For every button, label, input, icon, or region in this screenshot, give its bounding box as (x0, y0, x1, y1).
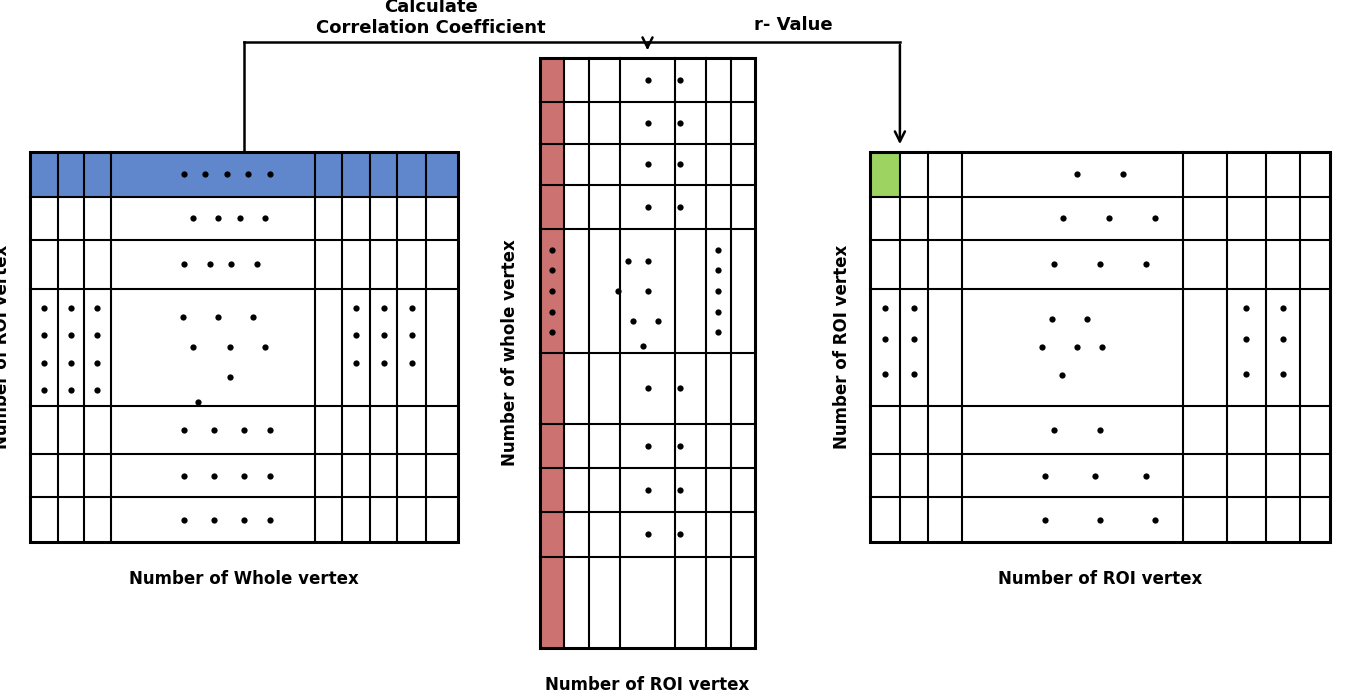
Text: Number of ROI vertex: Number of ROI vertex (833, 245, 850, 449)
Bar (541, 58, 564, 648)
Bar (30, 152, 459, 197)
Bar (541, 58, 755, 648)
Text: Number of ROI vertex: Number of ROI vertex (998, 570, 1203, 588)
Text: Number of ROI vertex: Number of ROI vertex (0, 245, 11, 449)
Bar (541, 58, 755, 648)
Bar (30, 152, 459, 542)
Bar (870, 152, 1330, 542)
Bar (870, 152, 1330, 542)
Text: r- Value: r- Value (755, 16, 833, 34)
Text: Calculate
Correlation Coefficient: Calculate Correlation Coefficient (315, 0, 546, 37)
Bar (30, 152, 459, 542)
Bar (870, 152, 900, 197)
Text: Number of Whole vertex: Number of Whole vertex (130, 570, 359, 588)
Text: Number of ROI vertex: Number of ROI vertex (546, 676, 749, 694)
Text: Number of whole vertex: Number of whole vertex (501, 239, 519, 466)
